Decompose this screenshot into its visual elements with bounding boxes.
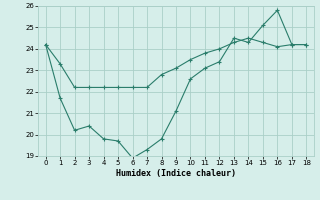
X-axis label: Humidex (Indice chaleur): Humidex (Indice chaleur)	[116, 169, 236, 178]
